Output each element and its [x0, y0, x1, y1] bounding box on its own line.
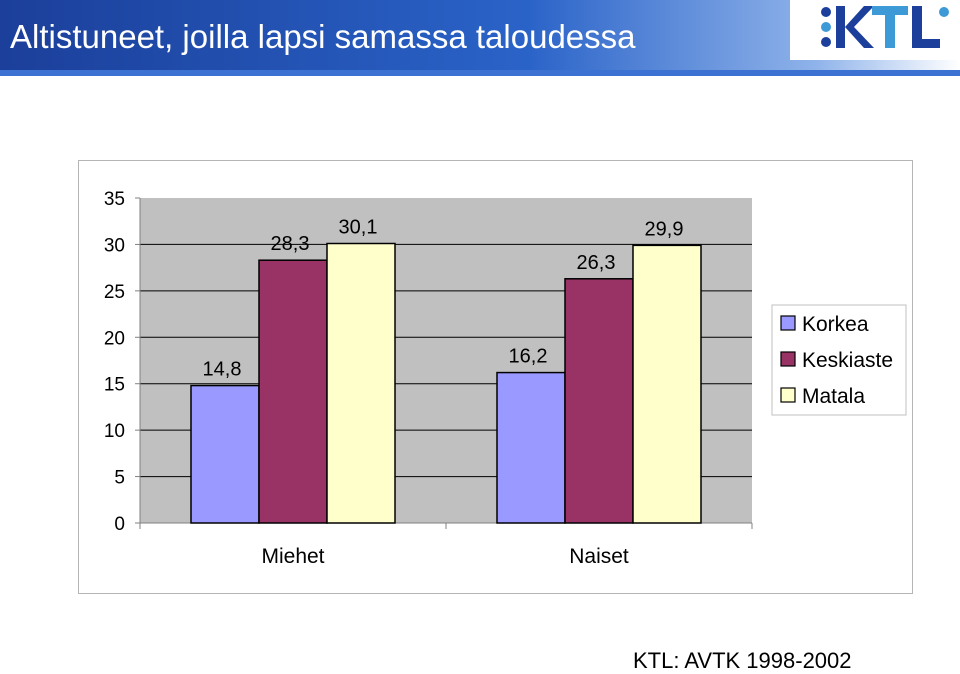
y-tick-label: 5: [114, 468, 125, 489]
y-tick-label: 30: [104, 235, 125, 256]
legend-label: Keskiaste: [802, 349, 893, 372]
x-category-label: Miehet: [261, 545, 324, 568]
legend-swatch: [780, 315, 796, 331]
source-note: KTL: AVTK 1998-2002: [633, 648, 852, 673]
data-label: 16,2: [509, 346, 548, 368]
data-label: 26,3: [577, 252, 616, 274]
x-category-label: Naiset: [569, 545, 629, 568]
legend-swatch: [780, 351, 796, 367]
y-tick-label: 10: [104, 421, 125, 442]
data-label: 14,8: [203, 359, 242, 381]
y-tick-label: 15: [104, 375, 125, 396]
bar: [190, 384, 260, 524]
legend-label: Matala: [802, 385, 865, 408]
data-label: 29,9: [645, 218, 684, 240]
bar: [326, 242, 396, 524]
legend-label: Korkea: [802, 313, 869, 336]
y-tick-label: 35: [104, 189, 125, 210]
bar: [496, 371, 566, 524]
y-tick-label: 25: [104, 282, 125, 303]
data-label: 28,3: [271, 233, 310, 255]
legend-swatch: [780, 387, 796, 403]
ktl-logo: [821, 6, 949, 48]
bar: [632, 244, 702, 524]
y-tick-label: 0: [114, 514, 125, 535]
slide-title: Altistuneet, joilla lapsi samassa taloud…: [10, 18, 636, 55]
data-label: 30,1: [339, 217, 378, 239]
bar: [564, 278, 634, 524]
y-tick-label: 20: [104, 328, 125, 349]
bar: [258, 259, 328, 524]
